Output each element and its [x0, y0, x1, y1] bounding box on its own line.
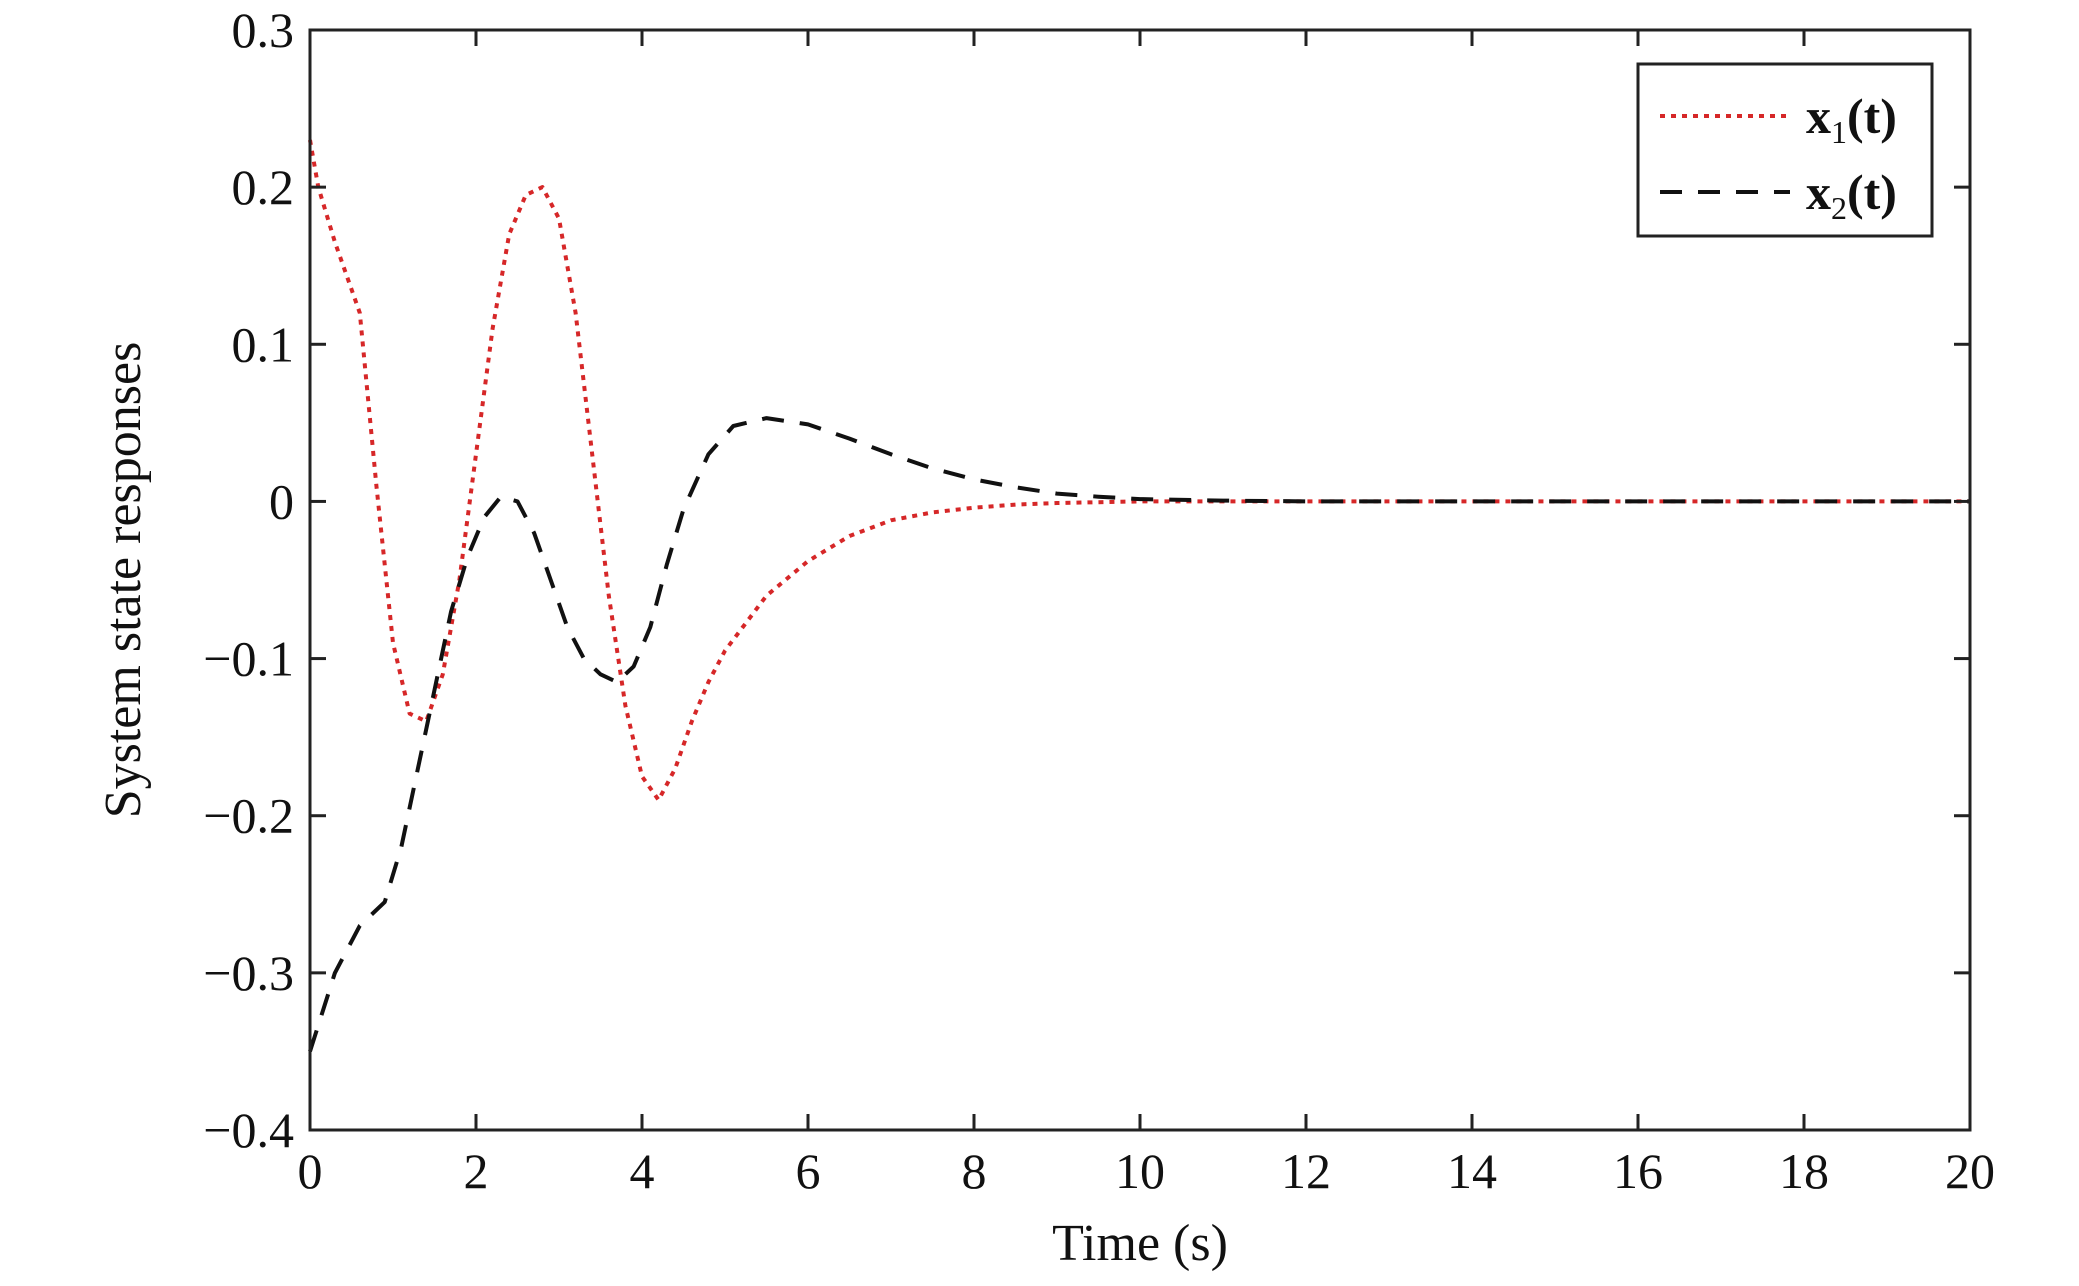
y-tick-label: 0.1	[232, 316, 295, 372]
y-tick-label: 0.3	[232, 2, 295, 58]
plot-frame	[308, 28, 1972, 1132]
x-tick-label: 14	[1447, 1143, 1497, 1199]
x-tick-label: 8	[962, 1143, 987, 1199]
x-tick-label: 16	[1613, 1143, 1663, 1199]
x-tick-label: 12	[1281, 1143, 1331, 1199]
x-tick-label: 10	[1115, 1143, 1165, 1199]
x-tick-label: 2	[464, 1143, 489, 1199]
y-tick-label: 0	[269, 473, 294, 529]
y-tick-label: −0.2	[203, 788, 294, 844]
legend-label-1: x1(t)	[1806, 88, 1897, 150]
x-tick-label: 4	[630, 1143, 655, 1199]
y-axis-label: System state responses	[95, 342, 152, 819]
y-tick-label: −0.4	[203, 1102, 294, 1158]
x-axis-label: Time (s)	[1052, 1215, 1228, 1272]
y-tick-label: −0.3	[203, 945, 294, 1001]
tick-labels: 0 2 4 6 8 10 12 14 16 18 20 0.3 0.2 0.1 0 −0.1 −0.2 −0.3 −…	[203, 2, 1995, 1199]
series-line-1	[308, 139, 1970, 802]
legend-box	[1636, 62, 1934, 238]
plot-lines	[308, 139, 1970, 1053]
legend-items: x1(t) x2(t)	[1660, 88, 1897, 226]
x-tick-label: 20	[1945, 1143, 1995, 1199]
x-tick-label: 18	[1779, 1143, 1829, 1199]
y-tick-label: −0.1	[203, 631, 294, 687]
legend-label-2: x2(t)	[1806, 164, 1897, 226]
series-line-2	[308, 416, 1970, 1053]
x-tick-label: 0	[298, 1143, 323, 1199]
legend: x1(t) x2(t)	[1636, 62, 1934, 238]
x-tick-label: 6	[796, 1143, 821, 1199]
y-tick-label: 0.2	[232, 159, 295, 215]
